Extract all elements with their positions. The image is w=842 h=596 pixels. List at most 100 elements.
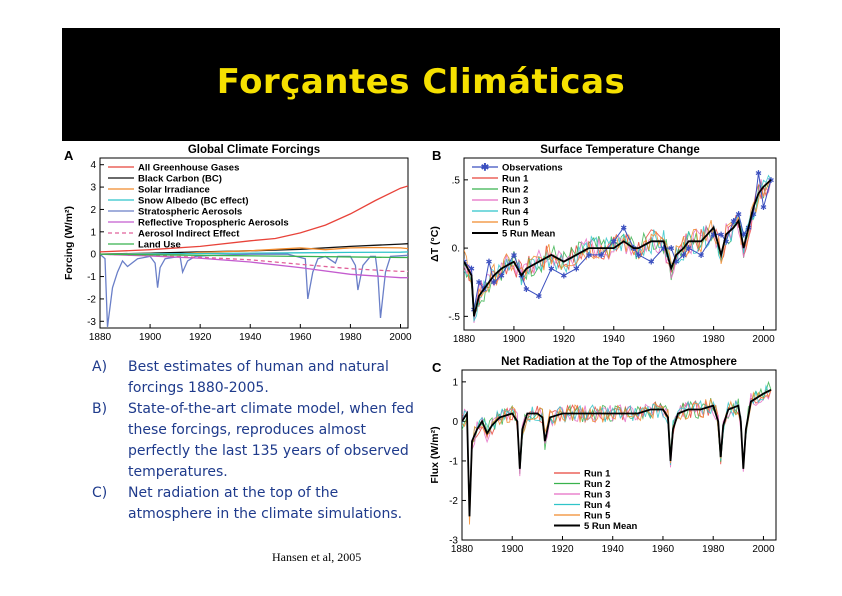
observation-marker: ✱ [760, 203, 767, 212]
note-text: Net radiation at the top of the atmosphe… [128, 485, 403, 522]
note-letter: A) [92, 359, 108, 375]
observation-marker: ✱ [560, 271, 567, 280]
observation-marker: ✱ [673, 258, 680, 267]
x-tick-label: 1940 [603, 334, 626, 345]
y-axis-label: Flux (W/m²) [429, 426, 441, 483]
run-line [462, 389, 772, 525]
observation-marker: ✱ [548, 265, 555, 274]
legend-label: Run 1 [502, 174, 529, 185]
legend-label: Run 2 [584, 479, 610, 490]
observation-marker: ✱ [710, 230, 717, 239]
observation-marker: ✱ [648, 258, 655, 267]
observation-marker: ✱ [680, 251, 687, 260]
observation-marker: ✱ [755, 169, 762, 178]
citation: Hansen et al, 2005 [272, 550, 362, 564]
run-line [462, 388, 772, 512]
observation-marker: ✱ [685, 244, 692, 253]
note-text: Best estimates of human and natural forc… [128, 359, 389, 396]
legend-label: Run 5 [584, 511, 611, 522]
legend-label: Aerosol Indirect Effect [138, 229, 240, 240]
series-line [100, 253, 408, 259]
y-tick-label: -1 [87, 272, 96, 283]
observation-marker: ✱ [498, 271, 505, 280]
x-tick-label: 1880 [453, 334, 476, 345]
series-line [100, 185, 408, 253]
y-tick-label: -3 [449, 536, 458, 547]
x-tick-label: 2000 [752, 334, 775, 345]
plot-frame [99, 157, 409, 329]
y-axis-label: ΔT (°C) [429, 226, 441, 262]
panel-letter: B [432, 148, 441, 163]
observation-marker: ✱ [660, 244, 667, 253]
y-tick-label: .5 [452, 175, 461, 186]
y-tick-label: 0 [90, 250, 96, 261]
observation-marker: ✱ [511, 251, 518, 260]
observation-marker: ✱ [735, 210, 742, 219]
observation-marker: ✱ [730, 217, 737, 226]
plot-frame [461, 369, 777, 541]
chart-global-climate-forcings: A Global Climate Forcings 1880 1900 1920 1940… [63, 144, 412, 343]
x-tick-label: 1920 [189, 332, 212, 343]
x-tick-label: 1900 [503, 334, 526, 345]
note-letter: B) [92, 401, 108, 417]
legend-label: Run 2 [502, 185, 528, 196]
legend-label: Run 4 [502, 207, 529, 218]
y-tick-label: 2 [90, 205, 96, 216]
y-tick-label: 4 [90, 160, 96, 171]
legend-label: Solar Irradiance [138, 185, 210, 196]
note-letter: C) [92, 485, 108, 501]
mean-line [464, 179, 772, 317]
observation-marker: ✱ [635, 251, 642, 260]
observation-marker: ✱ [468, 265, 475, 274]
observation-marker: ✱ [718, 230, 725, 239]
y-tick-label: 1 [90, 227, 96, 238]
x-tick-label: 1920 [553, 334, 576, 345]
series-line [100, 253, 408, 327]
title-banner: Forçantes Climáticas [62, 28, 780, 141]
legend-label: Run 3 [584, 490, 610, 501]
x-tick-label: 2000 [389, 332, 412, 343]
run-line [462, 380, 772, 509]
observation-marker: ✱ [523, 285, 530, 294]
y-tick-label: 3 [90, 183, 96, 194]
series-line [100, 243, 408, 255]
legend-label: Black Carbon (BC) [138, 174, 222, 185]
x-tick-label: 1920 [551, 544, 574, 555]
x-tick-label: 1960 [652, 544, 675, 555]
x-tick-label: 1980 [339, 332, 362, 343]
x-tick-label: 1980 [702, 544, 725, 555]
observation-marker: ✱ [491, 278, 498, 287]
observation-marker: ✱ [723, 237, 730, 246]
panel-letter: C [432, 360, 442, 375]
observation-marker: ✱ [698, 251, 705, 260]
observation-marker: ✱ [476, 278, 483, 287]
legend-label: Land Use [138, 240, 181, 251]
observation-marker: ✱ [740, 230, 747, 239]
legend-label: Reflective Tropospheric Aerosols [138, 218, 289, 229]
x-tick-label: 1960 [653, 334, 676, 345]
series-line [100, 251, 408, 255]
observation-marker: ✱ [668, 244, 675, 253]
run-line [462, 384, 772, 517]
chart-title: Global Climate Forcings [188, 144, 320, 156]
observation-marker: ✱ [573, 265, 580, 274]
y-axis-label: Forcing (W/m²) [63, 206, 75, 280]
series-line [100, 253, 408, 273]
chart-net-radiation: C Net Radiation at the Top of the Atmosph… [429, 356, 777, 555]
legend-label: 5 Run Mean [502, 229, 556, 240]
legend-label: Stratospheric Aerosols [138, 207, 242, 218]
y-tick-label: 1 [452, 377, 458, 388]
legend-label: Snow Albedo (BC effect) [138, 196, 248, 207]
observation-marker: ✱ [461, 258, 468, 267]
x-tick-label: 1980 [702, 334, 725, 345]
note-c: C) Net radiation at the top of the atmos… [92, 483, 422, 525]
x-tick-label: 1960 [289, 332, 312, 343]
x-tick-label: 1880 [89, 332, 112, 343]
observation-marker: ✱ [620, 224, 627, 233]
run-line [462, 389, 772, 511]
observation-marker: ✱ [536, 292, 543, 301]
legend-label: Run 4 [584, 500, 611, 511]
legend-label: Run 5 [502, 218, 529, 229]
legend-label: All Greenhouse Gases [138, 163, 239, 174]
chart-title: Net Radiation at the Top of the Atmosphe… [501, 356, 737, 368]
